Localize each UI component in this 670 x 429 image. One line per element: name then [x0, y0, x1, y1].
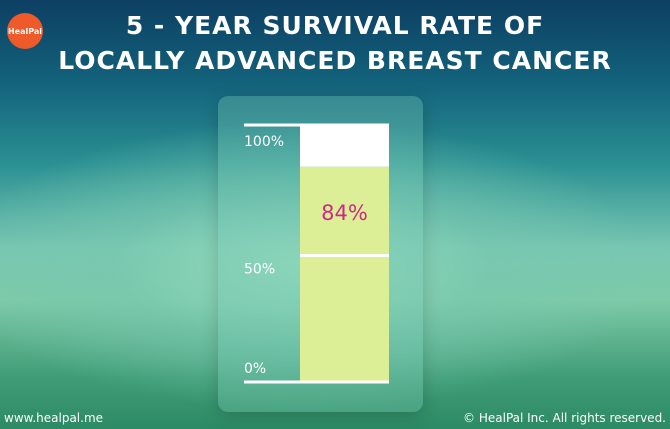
y-tick-label: 0%: [244, 361, 266, 377]
y-tick-label: 50%: [244, 262, 275, 278]
page-title: 5 - YEAR SURVIVAL RATE OF LOCALLY ADVANC…: [0, 8, 670, 78]
bar-value: [300, 166, 389, 381]
bar-remainder: [300, 126, 389, 167]
website-url[interactable]: www.healpal.me: [4, 411, 104, 425]
data-label: 84%: [321, 201, 368, 225]
title-line-2: LOCALLY ADVANCED BREAST CANCER: [58, 46, 612, 75]
title-line-1: 5 - YEAR SURVIVAL RATE OF: [125, 11, 545, 40]
copyright-notice: © HealPal Inc. All rights reserved.: [463, 411, 666, 425]
y-tick-label: 100%: [244, 134, 284, 150]
healpal-logo: HealPal: [7, 13, 43, 49]
